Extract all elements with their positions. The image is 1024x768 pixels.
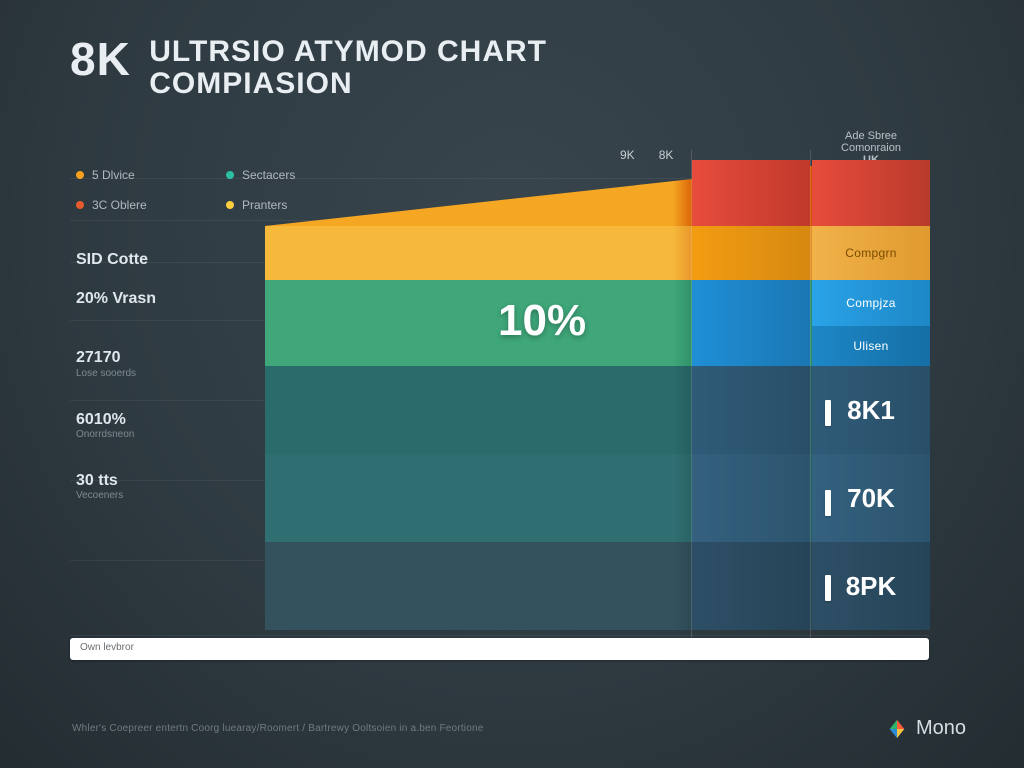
- gridline: [70, 635, 929, 636]
- side-label-sub: Onorrdsneon: [76, 429, 156, 441]
- bottom-bar-label: Own levbror: [80, 642, 134, 653]
- title-line-1: ULTRSIO ATYMOD CHART: [149, 36, 547, 68]
- side-label: SID Cotte: [76, 250, 156, 269]
- legend-item: 3C Oblere: [76, 198, 186, 212]
- side-label-sub: Vecoeners: [76, 490, 156, 502]
- brand-text: Mono: [916, 717, 966, 740]
- side-label: 6010%Onorrdsneon: [76, 410, 156, 441]
- tick-marker: [825, 575, 831, 601]
- right-column: [692, 160, 810, 630]
- right-column: CompgrnCompjzaUlisen8K170K8PK: [812, 160, 930, 630]
- brand: Mono: [886, 717, 966, 740]
- right-cell: Compjza: [812, 280, 930, 326]
- tick-marker: [825, 490, 831, 516]
- right-cell: [692, 454, 810, 542]
- legend-label: 5 Dlvice: [92, 168, 135, 182]
- right-cell: Ulisen: [812, 326, 930, 366]
- side-label: 20% Vrasn: [76, 289, 156, 308]
- center-percent-label: 10%: [498, 296, 586, 346]
- right-cell: [692, 280, 810, 366]
- right-cell: [692, 160, 810, 226]
- side-label: 30 ttsVecoeners: [76, 471, 156, 502]
- right-header-l1: Ade Sbree: [812, 130, 930, 142]
- title-line-2: COMPIASION: [149, 68, 547, 100]
- right-header-l2: Comonraion: [812, 142, 930, 154]
- right-cell: [692, 542, 810, 630]
- side-label-value: 6010%: [76, 410, 156, 429]
- right-cell: [692, 226, 810, 280]
- side-labels: SID Cotte 20% Vrasn 27170Lose sooerds 6010%…: [76, 250, 156, 522]
- side-label: 27170Lose sooerds: [76, 348, 156, 379]
- side-label-sub: Lose sooerds: [76, 368, 156, 380]
- legend-label: 3C Oblere: [92, 198, 147, 212]
- bottom-bar: Own levbror: [70, 638, 929, 660]
- right-cell: [692, 366, 810, 454]
- legend-swatch: [76, 201, 84, 209]
- side-label-value: SID Cotte: [76, 250, 156, 269]
- legend-item: 5 Dlvice: [76, 168, 186, 182]
- legend-swatch: [226, 201, 234, 209]
- tick-marker: [825, 400, 831, 426]
- title-prefix: 8K: [70, 36, 131, 82]
- page-title: 8K ULTRSIO ATYMOD CHART COMPIASION: [70, 36, 547, 99]
- column-separator: [691, 150, 692, 638]
- right-cell: [812, 160, 930, 226]
- column-separator: [810, 150, 811, 638]
- footer-note: Whler's Coepreer entertn Coorg luearay/R…: [72, 723, 764, 734]
- side-label-value: 27170: [76, 348, 156, 367]
- brand-logo-icon: [886, 718, 908, 740]
- side-label-value: 20% Vrasn: [76, 289, 156, 308]
- right-cell: Compgrn: [812, 226, 930, 280]
